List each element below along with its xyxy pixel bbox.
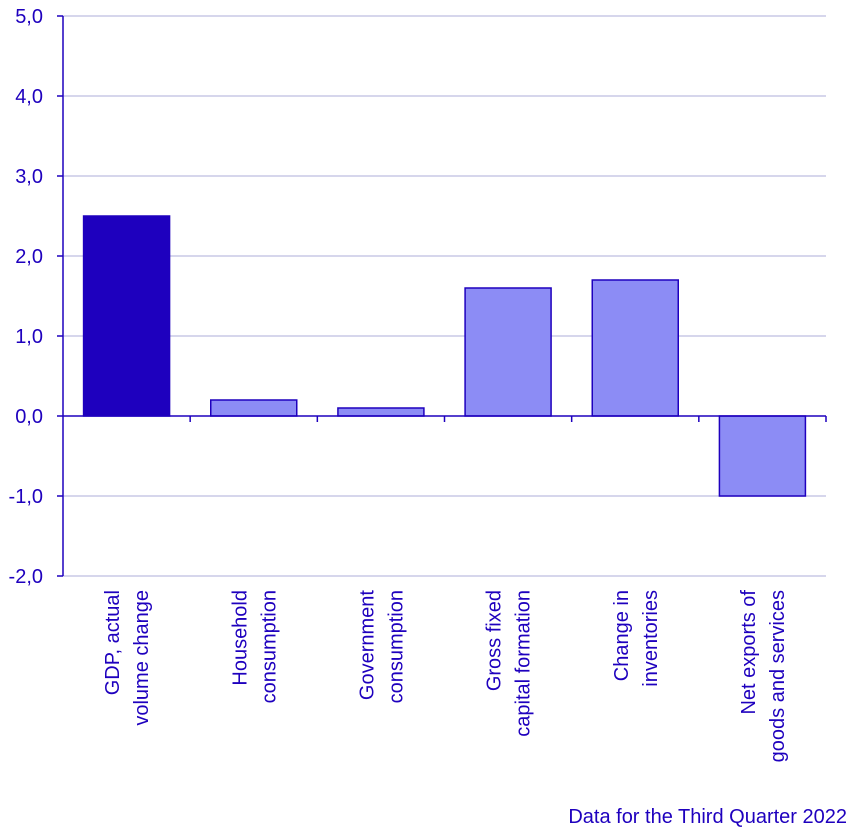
category-label-line: GDP, actual [102, 590, 124, 695]
category-label: GDP, actual volume change [102, 590, 153, 726]
category-label: Gross fixed capital formation [484, 590, 535, 737]
category-label-line: consumption [258, 590, 280, 703]
category-label-line: Household [229, 590, 251, 686]
category-label: Government consumption [356, 590, 407, 704]
bar [464, 287, 552, 417]
category-label-line: volume change [131, 590, 153, 726]
y-tick-label: 0,0 [15, 406, 43, 428]
category-label: Change in inventories [611, 590, 662, 687]
category-label-line: Change in [611, 590, 633, 681]
category-labels: GDP, actual volume change Household consump… [102, 590, 789, 763]
y-tick-label: 2,0 [15, 246, 43, 268]
y-tick-label: -1,0 [9, 486, 43, 508]
category-label-line: consumption [385, 590, 407, 703]
category-label-line: capital formation [513, 590, 535, 737]
category-label: Household consumption [229, 590, 280, 703]
bar [591, 279, 679, 417]
category-label-line: Government [356, 590, 378, 700]
category-label-line: inventories [640, 590, 662, 687]
category-label-line: Gross fixed [484, 590, 506, 691]
y-tick-label: 5,0 [15, 6, 43, 28]
bar [337, 407, 425, 417]
chart-note: Data for the Third Quarter 2022 [568, 806, 847, 828]
bar [82, 215, 171, 417]
y-tick-label: -2,0 [9, 566, 43, 588]
bar [210, 399, 298, 417]
bar [718, 415, 807, 497]
category-label-line: goods and services [767, 590, 789, 762]
grid-lines [63, 15, 826, 577]
category-label-line: Net exports of [738, 590, 760, 715]
y-tick-labels: -2,0 -1,0 0,0 1,0 2,0 3,0 4,0 5,0 [9, 6, 43, 588]
y-tick-label: 4,0 [15, 86, 43, 108]
category-label: Net exports of goods and services [738, 590, 789, 763]
y-tick-label: 1,0 [15, 326, 43, 348]
axes [57, 15, 827, 577]
y-tick-label: 3,0 [15, 166, 43, 188]
bars [82, 215, 807, 497]
